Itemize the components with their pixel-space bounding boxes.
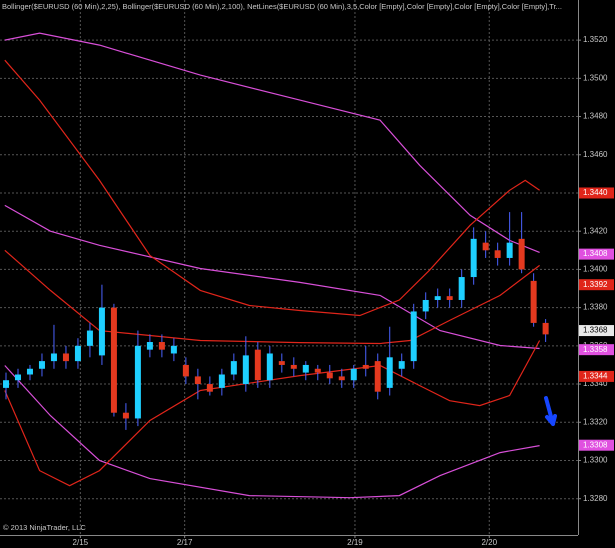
price-marker	[579, 187, 614, 199]
band-line	[4, 340, 541, 487]
candle-body	[482, 242, 489, 251]
candle-body	[374, 361, 381, 392]
candle-body	[134, 345, 141, 419]
candle-body	[470, 238, 477, 278]
price-marker-label: 1.3440	[583, 188, 608, 197]
y-tick-label: 1.3520	[583, 35, 608, 44]
candle-body	[158, 342, 165, 350]
y-tick-label: 1.3420	[583, 226, 608, 235]
candle-body	[530, 280, 537, 323]
candle-body	[398, 361, 405, 369]
candle-body	[50, 353, 57, 362]
candle-body	[170, 345, 177, 354]
band-line	[4, 32, 540, 253]
candle-body	[218, 374, 225, 388]
candle-body	[278, 361, 285, 365]
band-line	[4, 59, 540, 317]
candle-body	[386, 357, 393, 388]
candle-body	[194, 376, 201, 385]
price-marker	[579, 279, 614, 291]
y-tick-label: 1.3480	[583, 112, 608, 121]
price-marker-label: 1.3344	[583, 372, 608, 381]
price-marker-label: 1.3308	[583, 440, 608, 449]
y-tick-label: 1.3500	[583, 73, 608, 82]
candles	[2, 212, 549, 430]
candle-body	[350, 368, 357, 381]
price-marker-label: 1.3392	[583, 280, 608, 289]
band-line	[4, 365, 540, 499]
price-marker-label: 1.3358	[583, 345, 608, 354]
candle-body	[74, 345, 81, 362]
y-tick-label: 1.3400	[583, 265, 608, 274]
arrow	[544, 396, 557, 426]
candle-body	[206, 384, 213, 392]
price-marker	[579, 248, 614, 260]
band-line	[4, 249, 540, 345]
candle-body	[302, 364, 309, 373]
y-tick-label: 1.3380	[583, 303, 608, 312]
bands	[4, 32, 541, 499]
candle-body	[494, 250, 501, 258]
price-marker	[579, 344, 614, 356]
grid	[0, 0, 578, 535]
candle-body	[446, 296, 453, 300]
candle-body	[26, 368, 33, 375]
candle-body	[146, 342, 153, 350]
price-marker-label: 1.3368	[583, 326, 608, 335]
candle-body	[98, 307, 105, 356]
candle-body	[14, 374, 21, 381]
price-marker-label: 1.3408	[583, 249, 608, 258]
candle-body	[422, 299, 429, 312]
price-marker	[579, 370, 614, 382]
x-tick-label: 2/15	[73, 538, 89, 547]
candle-body	[266, 353, 273, 381]
axes: 1.32801.33001.33201.33401.33601.33801.34…	[73, 35, 614, 547]
indicator-header: Bollinger($EURUSD (60 Min),2,25), Bollin…	[2, 2, 562, 11]
candle-body	[38, 361, 45, 369]
candle-body	[290, 364, 297, 369]
x-tick-label: 2/19	[347, 538, 363, 547]
candle-body	[314, 368, 321, 373]
candle-body	[242, 355, 249, 385]
candle-body	[2, 380, 9, 388]
candle-body	[122, 412, 129, 419]
x-tick-label: 2/20	[481, 538, 497, 547]
y-tick-label: 1.3340	[583, 379, 608, 388]
candle-body	[230, 361, 237, 375]
candle-body	[542, 322, 549, 335]
candle-body	[62, 353, 69, 362]
candle-body	[434, 296, 441, 300]
candle-body	[506, 242, 513, 258]
y-tick-label: 1.3320	[583, 417, 608, 426]
candle-body	[338, 376, 345, 381]
price-marker	[579, 439, 614, 451]
y-tick-label: 1.3460	[583, 150, 608, 159]
candle-body	[254, 349, 261, 381]
band-line	[4, 204, 540, 350]
y-tick-label: 1.3280	[583, 494, 608, 503]
candle-body	[110, 307, 117, 413]
x-tick-label: 2/17	[177, 538, 193, 547]
y-tick-label: 1.3300	[583, 456, 608, 465]
candle-body	[326, 372, 333, 379]
price-marker	[579, 325, 614, 337]
candle-body	[518, 238, 525, 270]
candle-body	[362, 364, 369, 369]
candle-body	[410, 311, 417, 362]
candle-body	[182, 364, 189, 377]
candle-body	[458, 277, 465, 300]
copyright: © 2013 NinjaTrader, LLC	[3, 523, 86, 532]
candle-body	[86, 330, 93, 346]
